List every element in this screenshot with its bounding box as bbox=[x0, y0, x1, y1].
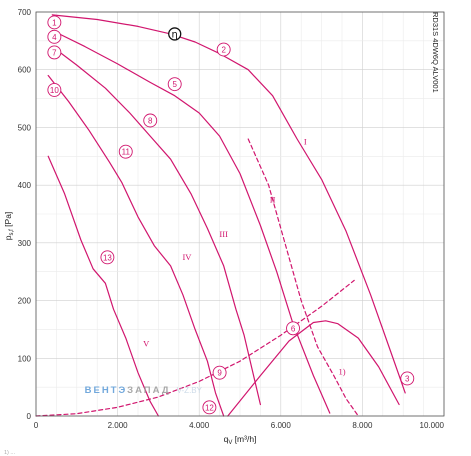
x-tick-label: 8.000 bbox=[352, 421, 373, 430]
operating-point-4: 4 bbox=[47, 29, 62, 44]
curve-label: II bbox=[270, 194, 276, 204]
y-tick-label: 400 bbox=[18, 181, 32, 190]
series-line-system bbox=[35, 279, 355, 417]
operating-point-circle bbox=[143, 113, 158, 128]
y-axis-label-sub: s,f bbox=[9, 229, 15, 236]
watermark-brand-part-a: ВЕНТЭ bbox=[85, 385, 128, 396]
operating-point-circle bbox=[47, 15, 62, 30]
y-tick-label: 300 bbox=[18, 239, 32, 248]
x-axis-label-main: q bbox=[224, 434, 229, 444]
operating-point-number: 13 bbox=[103, 253, 112, 262]
curve-label: IV bbox=[182, 252, 192, 262]
watermark-brand: ВЕНТЭЗАПАД bbox=[85, 385, 171, 396]
operating-point-number: 3 bbox=[405, 374, 410, 383]
operating-point-1: 1 bbox=[47, 15, 62, 30]
operating-point-9: 9 bbox=[212, 365, 227, 380]
series-line-iv bbox=[47, 74, 225, 417]
chart-grid bbox=[35, 11, 445, 417]
y-axis-label: ps,f [Pa] bbox=[3, 212, 15, 241]
series-line-cutoff bbox=[247, 138, 359, 417]
y-tick-label: 600 bbox=[18, 66, 32, 75]
operating-point-number: 10 bbox=[50, 86, 59, 95]
curve-label: 1) bbox=[338, 366, 345, 376]
x-axis-label-sub: V bbox=[228, 440, 232, 446]
operating-point-number: 5 bbox=[172, 80, 177, 89]
operating-point-5: 5 bbox=[167, 77, 182, 92]
operating-point-6: 6 bbox=[286, 321, 300, 336]
operating-point-circle bbox=[118, 144, 133, 159]
watermark-brand-part-b: ЗАПАД bbox=[127, 385, 171, 396]
operating-point-number: 2 bbox=[221, 46, 226, 55]
operating-point-number: 1 bbox=[52, 18, 57, 27]
curve-label: III bbox=[219, 229, 228, 239]
y-tick-label: 200 bbox=[18, 297, 32, 306]
x-axis-label-unit: [m³/h] bbox=[232, 434, 256, 444]
x-tick-label: 10.000 bbox=[420, 421, 445, 430]
operating-point-10: 10 bbox=[47, 82, 62, 97]
operating-point-circle bbox=[286, 321, 300, 336]
series-line-i bbox=[51, 14, 406, 394]
y-axis-label-main: p bbox=[3, 235, 13, 240]
operating-point-number: 9 bbox=[217, 369, 222, 378]
efficiency-marker-circle bbox=[168, 27, 182, 41]
x-tick-label: 0 bbox=[34, 421, 39, 430]
chart-series bbox=[35, 14, 406, 417]
operating-point-circle bbox=[167, 77, 182, 92]
y-tick-label: 500 bbox=[18, 123, 32, 132]
efficiency-marker: η bbox=[168, 27, 182, 41]
operating-point-number: 12 bbox=[205, 403, 214, 412]
x-tick-label: 2.000 bbox=[108, 421, 129, 430]
y-axis-label-unit: [Pa] bbox=[3, 212, 13, 229]
footnote: 1) ... bbox=[4, 450, 15, 456]
operating-point-number: 7 bbox=[52, 48, 57, 57]
model-code-label: RD31S 4DW6Q ALV001 bbox=[431, 12, 440, 93]
operating-point-2: 2 bbox=[216, 42, 231, 57]
y-tick-label: 100 bbox=[18, 354, 32, 363]
operating-point-12: 12 bbox=[202, 400, 217, 415]
watermark: ВЕНТЭЗАПАД V-Z.BY bbox=[85, 385, 203, 396]
plot-frame bbox=[35, 11, 445, 417]
operating-point-number: 6 bbox=[291, 324, 296, 333]
curve-label: I bbox=[304, 137, 307, 147]
operating-point-circle bbox=[47, 45, 62, 60]
operating-point-circle bbox=[216, 42, 231, 57]
operating-point-8: 8 bbox=[143, 113, 158, 128]
operating-point-3: 3 bbox=[400, 371, 415, 386]
series-line-iii bbox=[51, 45, 261, 406]
operating-point-11: 11 bbox=[118, 144, 133, 159]
y-tick-label: 700 bbox=[18, 8, 32, 17]
operating-point-circle bbox=[47, 29, 62, 44]
series-line-efficiency bbox=[227, 320, 400, 417]
operating-point-7: 7 bbox=[47, 45, 62, 60]
series-line-v bbox=[47, 155, 159, 417]
x-tick-label: 4.000 bbox=[189, 421, 210, 430]
x-axis-label: qV [m³/h] bbox=[224, 434, 257, 446]
series-line-ii bbox=[51, 29, 331, 414]
x-tick-label: 6.000 bbox=[271, 421, 292, 430]
operating-point-circle bbox=[47, 82, 62, 97]
operating-point-number: 11 bbox=[122, 148, 131, 157]
operating-point-circle bbox=[400, 371, 415, 386]
operating-point-number: 4 bbox=[52, 33, 57, 42]
curve-label: V bbox=[143, 339, 150, 349]
operating-point-number: 8 bbox=[148, 117, 153, 126]
operating-point-circle bbox=[212, 365, 227, 380]
operating-point-circle bbox=[100, 250, 115, 265]
operating-point-circle bbox=[202, 400, 217, 415]
efficiency-marker-symbol: η bbox=[172, 29, 178, 40]
axis-ticks: 0 2.000 4.000 6.000 8.000 10.000 0 100 200 300 400… bbox=[18, 8, 445, 430]
operating-point-13: 13 bbox=[100, 250, 115, 265]
watermark-url: V-Z.BY bbox=[177, 386, 203, 395]
y-tick-label: 0 bbox=[27, 412, 32, 421]
